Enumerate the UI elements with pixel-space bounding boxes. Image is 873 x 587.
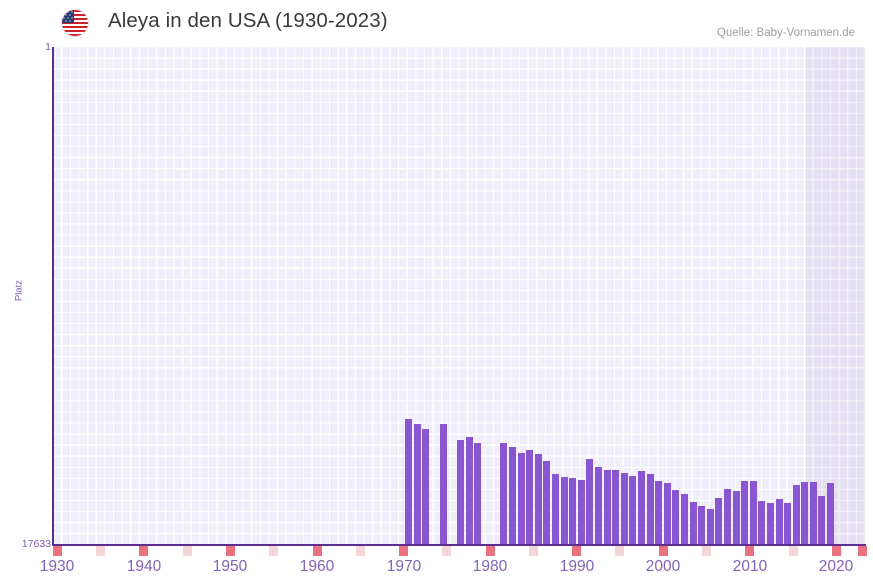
plot-area	[53, 47, 865, 545]
bar[interactable]	[707, 509, 714, 545]
y-axis-title: Platz	[13, 279, 25, 302]
bar[interactable]	[715, 498, 722, 545]
y-axis-top-label: 1	[45, 41, 51, 53]
bar[interactable]	[457, 440, 464, 545]
bar[interactable]	[827, 483, 834, 545]
x-axis-labels: 1930 1940 1950 1960 1970 1980 1990 2000 2010 2020	[0, 558, 873, 586]
bar[interactable]	[604, 470, 611, 545]
flag-canton	[62, 10, 74, 23]
x-axis-tick-label: 1960	[299, 558, 335, 575]
bar[interactable]	[647, 474, 654, 545]
x-axis-tick	[399, 546, 408, 556]
x-axis-tick-label: 1970	[386, 558, 422, 575]
bar[interactable]	[655, 481, 662, 545]
chart-header: Aleya in den USA (1930-2023) Quelle: Bab…	[0, 0, 873, 44]
x-axis-tick	[96, 546, 105, 556]
bar[interactable]	[698, 506, 705, 545]
x-axis-tick-label: 1990	[559, 558, 595, 575]
bar[interactable]	[414, 424, 421, 545]
bar[interactable]	[509, 447, 516, 545]
x-axis-tick	[858, 546, 867, 556]
source-attribution: Quelle: Baby-Vornamen.de	[716, 27, 855, 39]
bar[interactable]	[776, 499, 783, 545]
bar[interactable]	[741, 481, 748, 545]
bar[interactable]	[750, 481, 757, 545]
bar[interactable]	[784, 503, 791, 545]
x-axis-tick	[226, 546, 235, 556]
bar[interactable]	[681, 494, 688, 545]
bar[interactable]	[578, 480, 585, 545]
bar[interactable]	[801, 482, 808, 545]
x-axis-tick	[486, 546, 495, 556]
bar[interactable]	[758, 501, 765, 545]
x-axis-tick	[615, 546, 624, 556]
page-title: Aleya in den USA (1930-2023)	[108, 9, 388, 32]
bar[interactable]	[586, 459, 593, 545]
x-axis-tick-label: 1940	[126, 558, 162, 575]
bar[interactable]	[526, 450, 533, 545]
x-axis-tick-label: 2020	[818, 558, 854, 575]
bar[interactable]	[500, 443, 507, 545]
x-axis-tick	[789, 546, 798, 556]
x-axis-tick-label: 1930	[39, 558, 75, 575]
bar[interactable]	[595, 467, 602, 545]
bar[interactable]	[422, 429, 429, 545]
x-axis-tick	[53, 546, 62, 556]
projection-shaded-region	[806, 47, 865, 545]
bar[interactable]	[767, 503, 774, 545]
bar[interactable]	[405, 419, 412, 545]
x-axis-tick	[313, 546, 322, 556]
x-axis-tick	[572, 546, 581, 556]
bar[interactable]	[621, 473, 628, 545]
bar[interactable]	[690, 502, 697, 545]
bar[interactable]	[724, 489, 731, 545]
bar[interactable]	[733, 491, 740, 545]
bar[interactable]	[569, 478, 576, 545]
bar[interactable]	[440, 424, 447, 545]
x-axis-tick	[269, 546, 278, 556]
bar[interactable]	[638, 471, 645, 545]
x-axis-tick	[745, 546, 754, 556]
bar[interactable]	[474, 443, 481, 545]
x-axis-line	[52, 544, 866, 546]
bar[interactable]	[672, 490, 679, 545]
x-axis-tick-label: 2010	[732, 558, 768, 575]
bar[interactable]	[552, 474, 559, 545]
bar[interactable]	[518, 453, 525, 545]
bar[interactable]	[543, 461, 550, 545]
x-axis-tick-label: 1950	[212, 558, 248, 575]
bar[interactable]	[612, 470, 619, 545]
bar[interactable]	[561, 477, 568, 545]
x-axis-tick	[442, 546, 451, 556]
x-axis-tick	[702, 546, 711, 556]
bar[interactable]	[793, 485, 800, 545]
bar[interactable]	[629, 476, 636, 545]
y-axis-bottom-label: 17633	[21, 538, 51, 550]
x-axis-tick	[659, 546, 668, 556]
x-axis-tick-label: 2000	[645, 558, 681, 575]
y-axis-line	[52, 47, 54, 545]
x-axis-ticks	[53, 546, 867, 560]
x-axis-tick	[832, 546, 841, 556]
x-axis-tick	[529, 546, 538, 556]
x-axis-tick	[139, 546, 148, 556]
us-flag-icon	[62, 10, 88, 36]
bar[interactable]	[535, 454, 542, 545]
x-axis-tick-label: 1980	[472, 558, 508, 575]
bar-series	[53, 47, 865, 545]
bar[interactable]	[664, 483, 671, 545]
x-axis-tick	[356, 546, 365, 556]
bar[interactable]	[466, 437, 473, 545]
x-axis-tick	[183, 546, 192, 556]
bar[interactable]	[818, 496, 825, 545]
bar[interactable]	[810, 482, 817, 545]
